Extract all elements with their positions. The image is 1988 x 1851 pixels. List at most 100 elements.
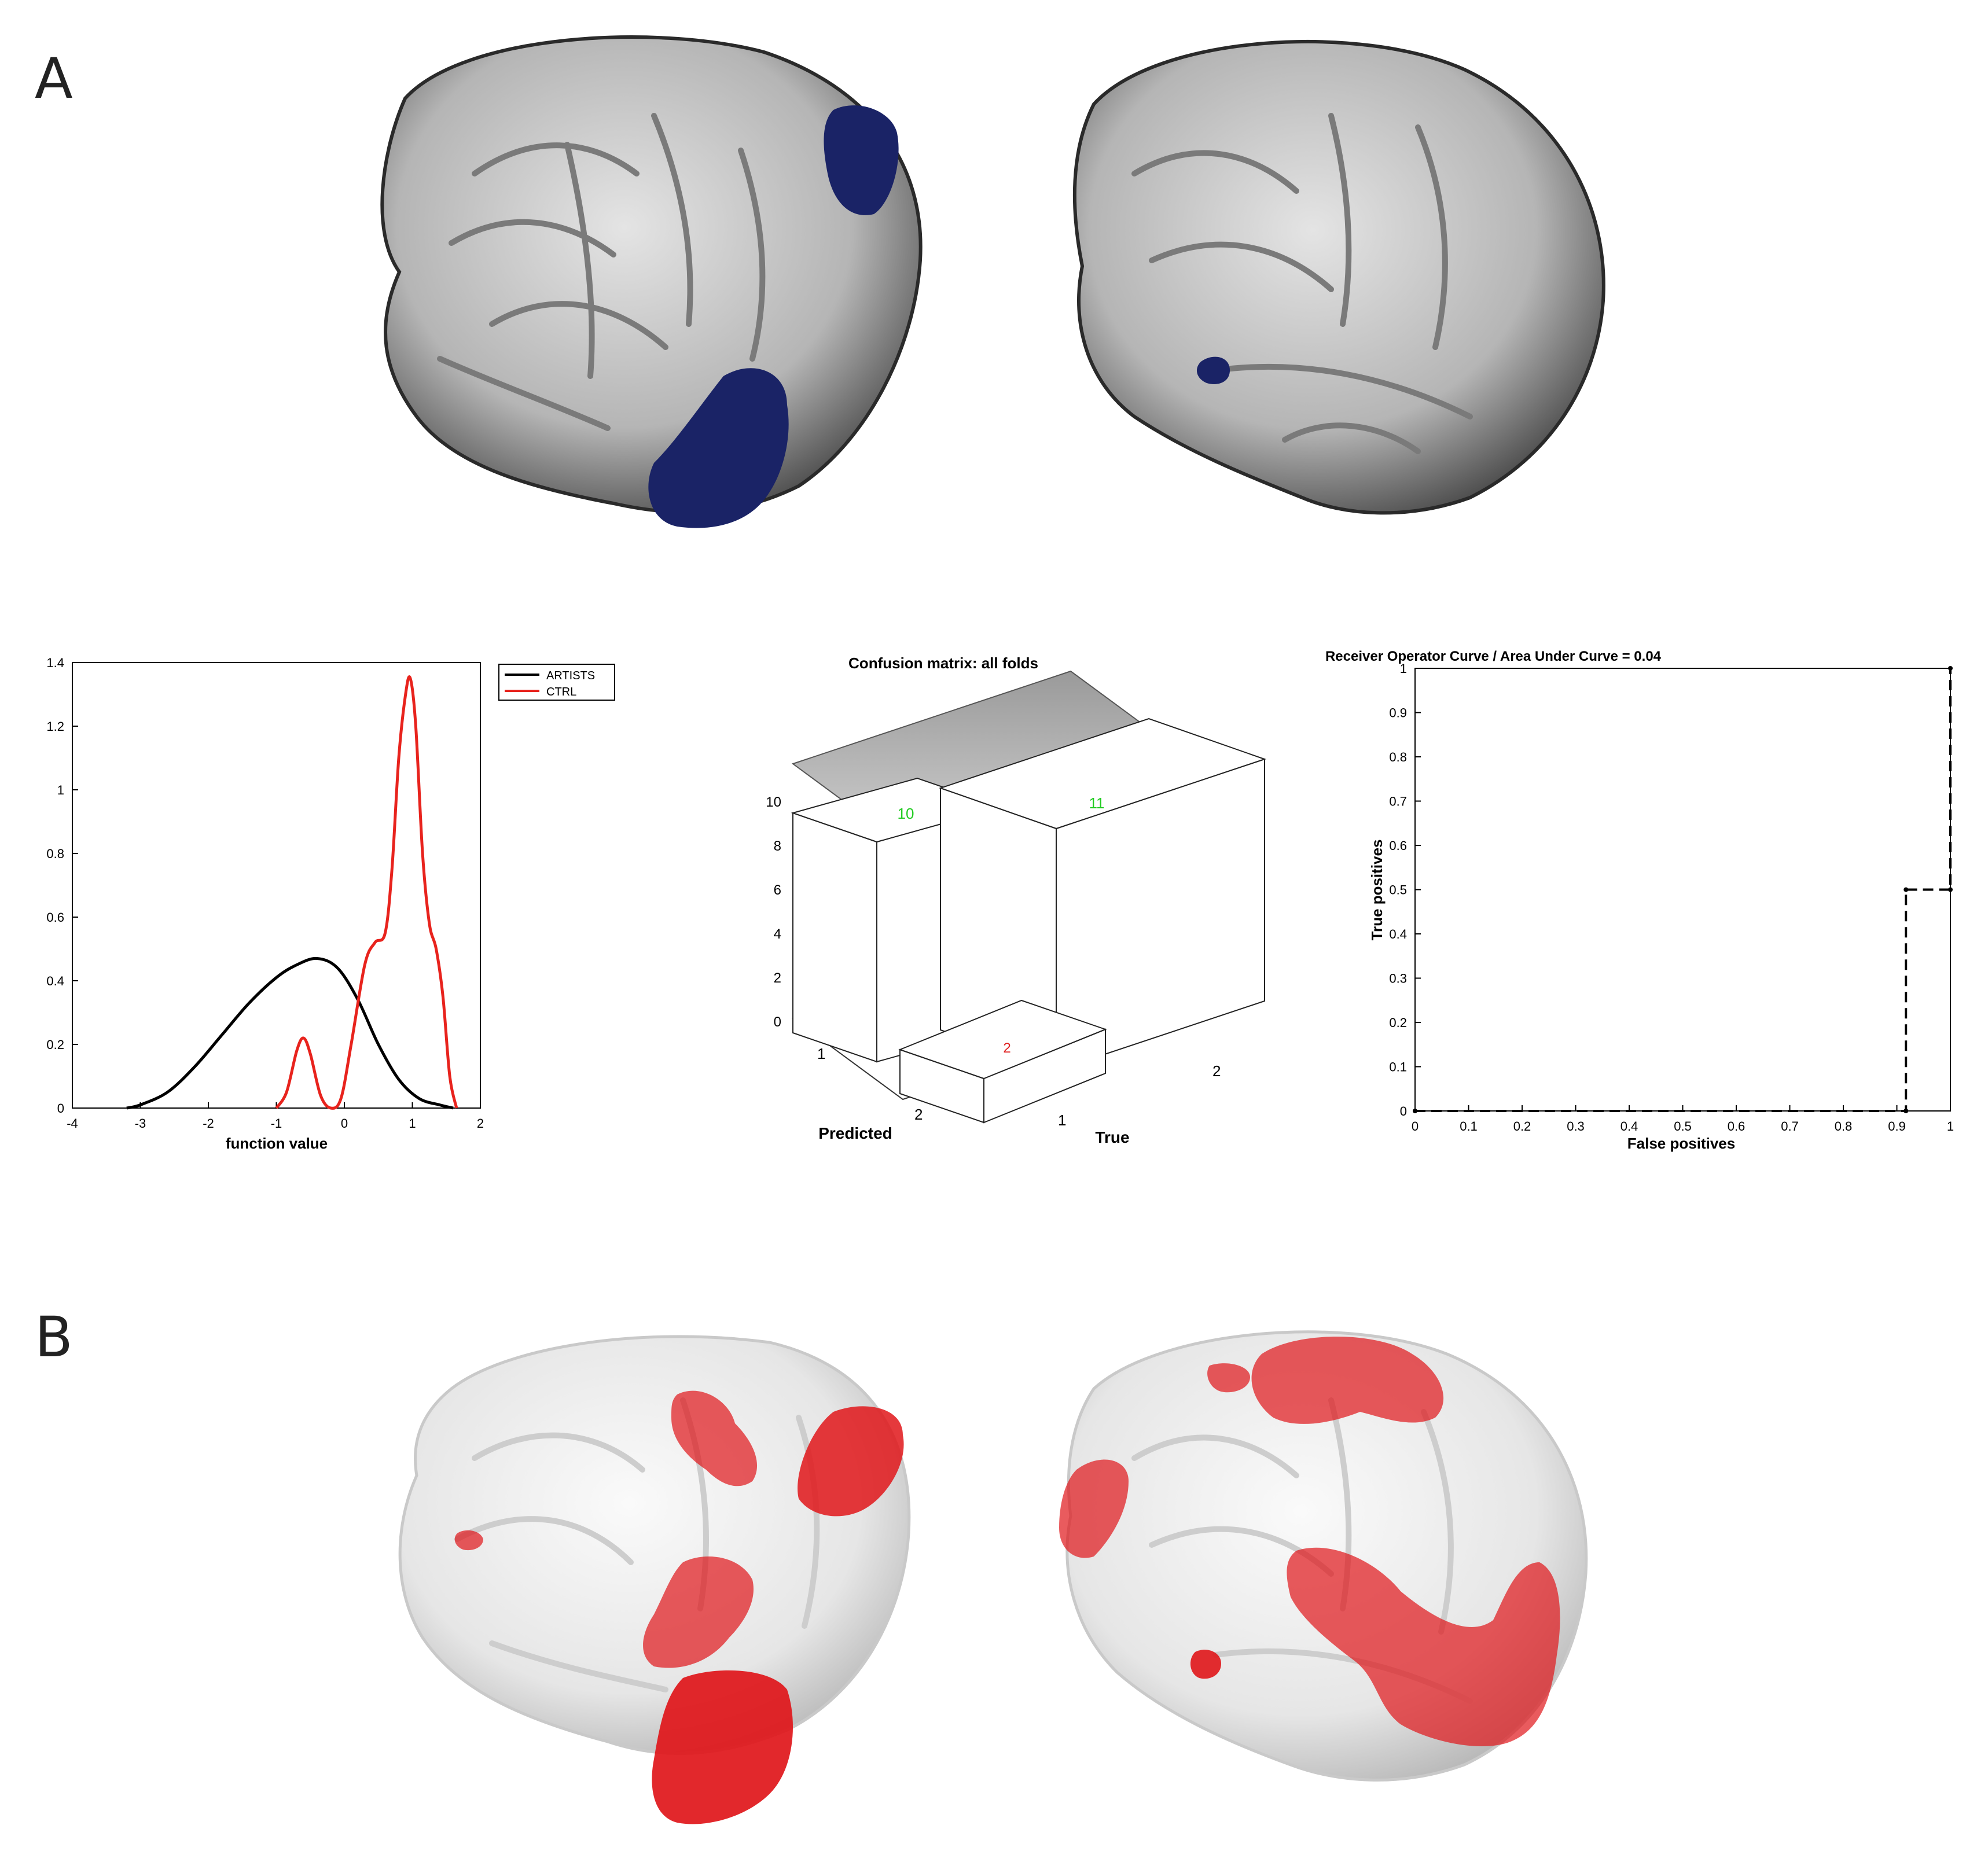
roc-point [1413, 1109, 1417, 1113]
roc-x-tick-label: 0.7 [1781, 1119, 1799, 1134]
roc-x-tick-label: 0 [1412, 1119, 1419, 1134]
roc-plot-area [1414, 668, 1951, 1112]
roc-x-tick-label: 0.4 [1620, 1119, 1638, 1134]
confusion-z-tick-label: 2 [774, 970, 781, 986]
cluster-red-8 [1059, 1459, 1129, 1558]
brain-surface-icon [398, 1335, 911, 1755]
roc-point [1948, 887, 1953, 892]
density-x-tick-label: 2 [477, 1116, 484, 1131]
cluster-red-7 [1207, 1363, 1250, 1393]
roc-y-tick-label: 0.8 [1389, 750, 1407, 764]
cluster-blue-1 [824, 105, 899, 215]
roc-x-tick-label: 0.3 [1567, 1119, 1585, 1134]
roc-series [1413, 666, 1953, 1113]
roc-y-tick-label: 0.5 [1389, 883, 1407, 897]
roc-x-tick-label: 0.2 [1513, 1119, 1531, 1134]
confusion-bar-p2-t1: 2 [898, 999, 1107, 1124]
density-y-ticks: 0 0.2 0.4 0.6 0.8 1 1.2 1.4 [46, 656, 78, 1116]
density-y-tick-label: 0 [57, 1101, 64, 1116]
roc-point [1948, 666, 1953, 671]
roc-x-tick-label: 0.5 [1674, 1119, 1692, 1134]
confusion-z-tick-label: 10 [766, 794, 781, 810]
density-y-tick-label: 0.8 [46, 847, 64, 861]
roc-y-tick-label: 0.9 [1389, 706, 1407, 720]
panel-label-b: B [35, 1305, 73, 1370]
roc-x-tick-label: 0.6 [1728, 1119, 1746, 1134]
density-line-ctrl [275, 675, 458, 1110]
confusion-cat-true-2: 2 [1212, 1062, 1221, 1080]
confusion-value-label: 2 [1003, 1040, 1010, 1056]
roc-x-tick-label: 0.1 [1460, 1119, 1478, 1134]
density-x-ticks: -4 -3 -2 -1 0 1 2 [67, 1102, 484, 1131]
cluster-red-4 [652, 1670, 793, 1824]
density-x-tick-label: -4 [67, 1116, 78, 1131]
confusion-x-label: True [1095, 1128, 1129, 1146]
roc-x-tick-label: 0.9 [1888, 1119, 1906, 1134]
brain-surface-icon [380, 35, 923, 514]
roc-y-tick-label: 0.7 [1389, 794, 1407, 809]
brain-b-right [1059, 1330, 1588, 1782]
cluster-red-3 [643, 1556, 754, 1668]
roc-y-tick-label: 1 [1400, 661, 1407, 676]
density-x-tick-label: 1 [409, 1116, 416, 1131]
cluster-red-6 [1251, 1337, 1444, 1424]
density-legend: ARTISTS CTRL [498, 664, 615, 701]
roc-x-ticks: 0 0.1 0.2 0.3 0.4 0.5 0.6 0.7 0.8 0.9 1 [1412, 1105, 1954, 1134]
legend-box [498, 664, 615, 701]
density-y-tick-label: 1.2 [46, 719, 64, 734]
density-plot-area [72, 662, 481, 1109]
cluster-red-5 [454, 1530, 483, 1551]
bar-face-top [898, 999, 1107, 1080]
density-x-tick-label: 0 [341, 1116, 348, 1131]
density-y-tick-label: 1 [57, 783, 64, 797]
roc-y-tick-label: 0.3 [1389, 972, 1407, 986]
roc-point [1904, 1109, 1909, 1113]
confusion-bar-p2-t2: 11 [938, 717, 1267, 1072]
density-x-tick-label: -3 [135, 1116, 146, 1131]
cluster-red-1 [671, 1390, 758, 1486]
confusion-title: Confusion matrix: all folds [848, 654, 1038, 672]
roc-title: Receiver Operator Curve / Area Under Cur… [1325, 649, 1662, 664]
panel-label-a: A [35, 46, 73, 111]
roc-curve [1415, 668, 1952, 1112]
roc-y-label: True positives [1368, 840, 1386, 941]
confusion-cat-pred-2: 2 [914, 1106, 923, 1123]
roc-x-label: False positives [1627, 1135, 1735, 1152]
cluster-red-9 [1287, 1547, 1560, 1747]
roc-y-tick-label: 0.6 [1389, 838, 1407, 853]
confusion-value-label: 11 [1089, 794, 1105, 812]
roc-chart: Receiver Operator Curve / Area Under Cur… [1325, 649, 1954, 1152]
density-line-artists [126, 956, 454, 1110]
roc-y-tick-label: 0.2 [1389, 1015, 1407, 1030]
density-series [126, 675, 458, 1110]
roc-point [1904, 887, 1909, 892]
confusion-value-label: 10 [898, 805, 914, 822]
density-y-tick-label: 0.4 [46, 974, 64, 988]
density-y-tick-label: 1.4 [46, 656, 64, 670]
density-chart: -4 -3 -2 -1 0 1 2 0 0.2 0.4 0.6 0.8 1 1.2 1.4 functio… [46, 656, 615, 1152]
roc-x-tick-label: 0.8 [1835, 1119, 1853, 1134]
confusion-z-tick-label: 0 [774, 1014, 781, 1030]
confusion-cat-pred-1: 1 [817, 1045, 825, 1062]
density-x-label: function value [226, 1135, 328, 1152]
cluster-blue-2 [648, 368, 789, 528]
cluster-blue-3 [1196, 356, 1230, 384]
roc-y-tick-label: 0.4 [1389, 927, 1407, 941]
brain-a-left [380, 35, 923, 528]
confusion-y-label: Predicted [818, 1124, 892, 1142]
cluster-red-10 [1190, 1650, 1221, 1679]
cluster-red-2 [798, 1406, 904, 1517]
density-x-tick-label: -1 [271, 1116, 282, 1131]
confusion-cat-true-1: 1 [1058, 1112, 1066, 1129]
roc-y-tick-label: 0 [1400, 1104, 1407, 1118]
density-x-tick-label: -2 [203, 1116, 214, 1131]
confusion-z-tick-label: 6 [774, 882, 781, 898]
confusion-z-ticks: 0 2 4 6 8 10 [766, 794, 781, 1030]
brain-a-right [1072, 40, 1605, 515]
legend-label-artists: ARTISTS [546, 669, 595, 682]
confusion-bars: 10 11 2 [791, 717, 1267, 1124]
legend-label-ctrl: CTRL [546, 686, 576, 698]
brain-surface-icon [1072, 40, 1605, 515]
